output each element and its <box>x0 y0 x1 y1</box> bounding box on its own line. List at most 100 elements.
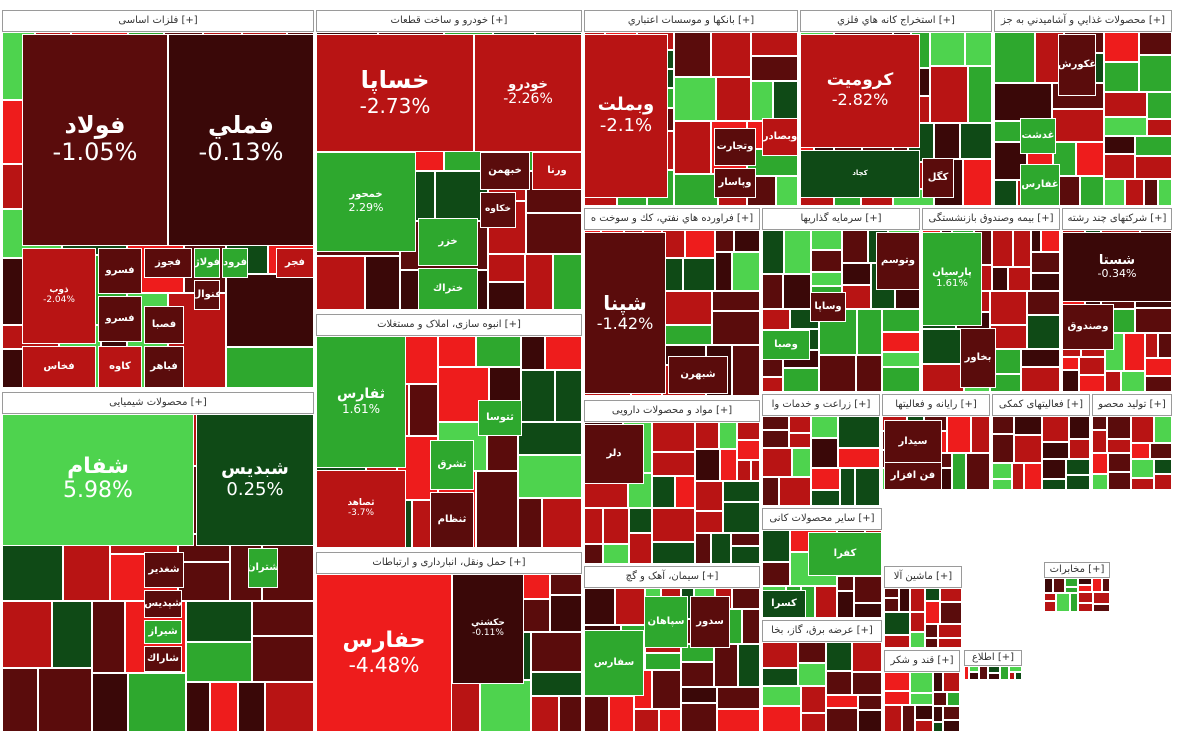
stock-tile[interactable]: خساپا -2.73% <box>316 34 474 152</box>
stock-tile[interactable]: ختراك <box>418 268 478 310</box>
stock-tile[interactable]: خكاوه <box>480 192 516 228</box>
stock-symbol: فولاژ <box>194 258 220 269</box>
stock-tile[interactable]: سدور <box>690 596 730 648</box>
stock-tile[interactable]: فن افزار <box>884 462 942 490</box>
filler-cell <box>1079 357 1105 375</box>
stock-tile[interactable]: ثنظام <box>430 492 474 548</box>
stock-tile[interactable]: شغدير <box>144 552 184 588</box>
sector-header[interactable]: تولید محصو [+] <box>1092 394 1172 416</box>
stock-tile[interactable]: فسرو <box>98 248 142 294</box>
stock-tile[interactable]: ثتوسا <box>478 400 522 436</box>
filler-cell <box>1066 475 1090 490</box>
stock-tile[interactable]: ثفارس 1.61% <box>316 336 406 468</box>
stock-symbol: وصبا <box>774 340 798 351</box>
stock-tile[interactable]: کسرا <box>762 590 806 618</box>
filler-cell <box>695 533 711 564</box>
sector-header[interactable]: شرکتهای چند رشته [+] <box>1062 208 1172 230</box>
stock-tile[interactable]: خمحور 2.29% <box>316 152 416 252</box>
sector-header[interactable]: محصولات غذايي و آشاميدني به جز [+] <box>994 10 1172 32</box>
sector-header[interactable]: حمل ونقل، انبارداری و ارتباطات [+] <box>316 552 582 574</box>
stock-tile[interactable]: فملي -0.13% <box>168 34 314 246</box>
stock-tile[interactable]: وپاسار <box>714 168 756 198</box>
sector-header[interactable]: زراعت و خدمات وا [+] <box>762 394 880 416</box>
stock-tile[interactable]: فرود <box>222 248 248 278</box>
stock-tile[interactable]: فباهر <box>144 346 184 388</box>
stock-tile[interactable]: غكورش <box>1058 34 1096 96</box>
stock-tile[interactable]: شيراز <box>144 620 182 644</box>
sector-header[interactable]: اطلاع [+] <box>964 650 1022 666</box>
stock-tile[interactable]: فولاد -1.05% <box>22 34 168 246</box>
sector-header[interactable]: سایر محصولات کانی [+] <box>762 508 882 530</box>
sector-header[interactable]: فعالیتهای کمکی [+] <box>992 394 1090 416</box>
stock-tile[interactable]: بخاور <box>960 328 996 388</box>
stock-tile[interactable]: ورنا <box>532 152 582 190</box>
stock-tile[interactable]: شتران <box>248 548 278 588</box>
sector-header[interactable]: فراورده هاي نفتي، كك و سوخت ه [+] <box>584 208 760 230</box>
stock-tile[interactable]: فسرو <box>98 296 142 342</box>
filler-cell <box>559 696 582 732</box>
stock-tile[interactable]: سپاهان <box>644 596 688 648</box>
stock-tile[interactable]: فجر <box>276 248 314 278</box>
stock-tile[interactable]: كاوه <box>98 346 142 388</box>
stock-tile[interactable]: فخاس <box>22 346 96 388</box>
stock-change: -0.11% <box>472 628 504 639</box>
stock-tile[interactable]: غفارس <box>1020 164 1060 206</box>
stock-tile[interactable]: كگل <box>922 158 954 198</box>
stock-tile[interactable]: ثصاهد -3.7% <box>316 470 406 548</box>
stock-tile[interactable]: وصندوق <box>1062 304 1114 350</box>
sector-header[interactable]: فلزات اساسی [+] <box>2 10 314 32</box>
stock-tile[interactable]: شپديس <box>144 590 182 618</box>
stock-tile[interactable]: ثشرق <box>430 440 474 490</box>
sector-header[interactable]: ماشین آلا [+] <box>884 566 962 588</box>
filler-cell <box>751 460 760 481</box>
stock-tile[interactable]: خبهمن <box>480 152 530 190</box>
stock-tile[interactable]: شبهرن <box>668 356 728 394</box>
filler-cell <box>1108 472 1131 490</box>
stock-tile[interactable]: خودرو -2.26% <box>474 34 582 152</box>
stock-tile[interactable]: خزر <box>418 218 478 266</box>
stock-symbol: خودرو <box>508 78 548 92</box>
stock-tile[interactable]: وتوسم <box>876 232 920 290</box>
sector-header[interactable]: قند و شکر [+] <box>884 650 960 672</box>
filler-cell <box>994 83 1052 121</box>
stock-tile[interactable]: وبملت -2.1% <box>584 34 668 198</box>
stock-tile[interactable]: فنوال <box>194 280 220 310</box>
stock-tile[interactable]: شستا -0.34% <box>1062 232 1172 302</box>
stock-tile[interactable]: غدشت <box>1020 118 1056 154</box>
sector-header[interactable]: محصولات شیمیایی [+] <box>2 392 314 414</box>
sector-header[interactable]: عرضه برق، گاز، بخا [+] <box>762 620 882 642</box>
stock-tile[interactable]: كچاد <box>800 150 920 198</box>
stock-tile[interactable]: حكشتي -0.11% <box>452 574 524 684</box>
stock-tile[interactable]: فولاژ <box>194 248 220 278</box>
stock-tile[interactable]: وتجارت <box>714 128 756 166</box>
sector-header[interactable]: مخابرات [+] <box>1044 562 1110 578</box>
filler-cell <box>925 588 940 601</box>
stock-tile[interactable]: كرومیت -2.82% <box>800 34 920 148</box>
stock-tile[interactable]: پارسیان 1.61% <box>922 232 982 326</box>
sector-header[interactable]: مواد و محصولات دارویی [+] <box>584 400 760 422</box>
sector-header[interactable]: انبوه سازی، املاک و مستغلات [+] <box>316 314 582 336</box>
stock-tile[interactable]: سفارس <box>584 630 644 696</box>
stock-tile[interactable]: شاراك <box>144 646 182 672</box>
stock-tile[interactable]: شفام 5.98% <box>2 414 194 546</box>
stock-symbol: وصندوق <box>1068 322 1109 333</box>
stock-tile[interactable]: وساپا <box>810 292 846 322</box>
stock-tile[interactable]: شبدیس 0.25% <box>196 414 314 546</box>
sector-header[interactable]: رایانه و فعالیتها [+] <box>882 394 990 416</box>
sector-header[interactable]: سیمان، آهک و گچ [+] <box>584 566 760 588</box>
stock-tile[interactable]: کفرا <box>808 532 882 576</box>
stock-tile[interactable]: حفارس -4.48% <box>316 574 452 732</box>
stock-tile[interactable]: فجوز <box>144 248 192 278</box>
stock-tile[interactable]: وبصادر <box>762 118 798 156</box>
stock-tile[interactable]: فصبا <box>144 306 184 344</box>
sector-header[interactable]: استخراج كانه هاي فلزي [+] <box>800 10 992 32</box>
sector-header[interactable]: خودرو و ساخت قطعات [+] <box>316 10 582 32</box>
stock-tile[interactable]: شپنا -1.42% <box>584 232 666 394</box>
stock-tile[interactable]: سیدار <box>884 420 942 464</box>
stock-tile[interactable]: دلر <box>584 424 644 484</box>
stock-tile[interactable]: ذوب -2.04% <box>22 248 96 344</box>
sector-header[interactable]: سرمایه گذاریها [+] <box>762 208 920 230</box>
sector-header[interactable]: بیمه وصندوق بازنشستگی [+] <box>922 208 1060 230</box>
stock-tile[interactable]: وصبا <box>762 330 810 360</box>
sector-header[interactable]: بانكها و موسسات اعتباري [+] <box>584 10 798 32</box>
